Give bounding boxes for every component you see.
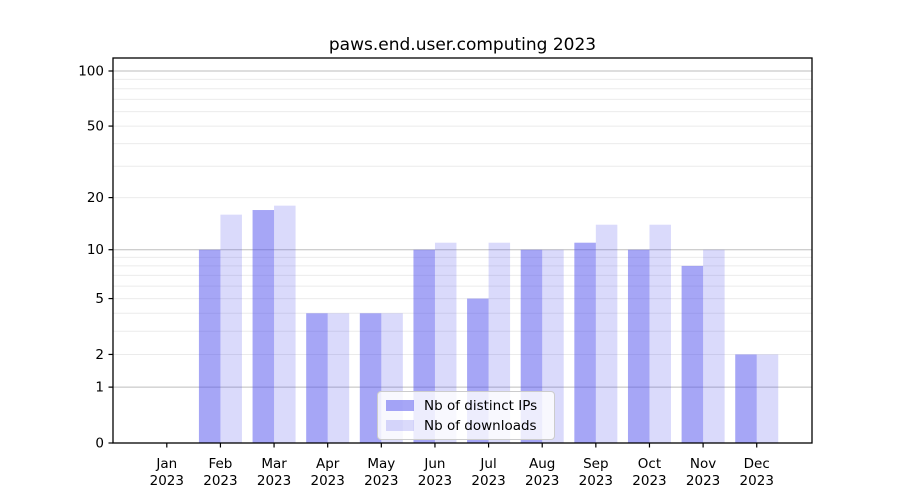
plot-border (112, 57, 813, 444)
bar-downloads (649, 224, 671, 443)
bar-distinct-ips (306, 313, 328, 443)
x-tick-label: Apr (316, 456, 340, 472)
legend-item: Nb of downloads (386, 417, 546, 434)
legend-item: Nb of distinct IPs (386, 397, 546, 414)
legend-swatch-downloads (386, 420, 414, 431)
x-tick-label: Mar (261, 456, 287, 472)
x-tick-label-year: 2023 (311, 473, 345, 489)
y-tick-label: 20 (87, 190, 104, 206)
legend: Nb of distinct IPs Nb of downloads (377, 391, 555, 440)
bar-downloads (595, 224, 618, 443)
y-tick-label: 1 (95, 380, 104, 396)
y-tick-label: 100 (78, 63, 104, 79)
bar-distinct-ips (198, 249, 221, 443)
x-tick-label: Aug (529, 456, 555, 472)
bar-downloads (274, 205, 296, 443)
x-tick-label-year: 2023 (471, 473, 505, 489)
bar-distinct-ips (627, 249, 650, 443)
x-tick-label: Jul (479, 456, 496, 472)
y-tick-label: 5 (95, 291, 104, 307)
x-tick-label-year: 2023 (740, 473, 774, 489)
bar-distinct-ips (359, 313, 382, 443)
y-tick-label: 10 (87, 242, 104, 258)
bar-downloads (220, 214, 242, 443)
bar-distinct-ips (681, 265, 704, 443)
legend-label: Nb of downloads (424, 417, 537, 434)
bar-downloads (327, 313, 350, 443)
x-tick-label: Jun (423, 456, 445, 472)
bar-distinct-ips (735, 354, 757, 443)
x-tick-label: Jan (155, 456, 177, 472)
x-tick-label: Oct (638, 456, 661, 472)
x-tick-label: May (367, 456, 395, 472)
chart-title: paws.end.user.computing 2023 (328, 35, 597, 55)
bar-downloads (756, 354, 779, 443)
y-tick-label: 50 (87, 119, 104, 135)
x-tick-label-year: 2023 (364, 473, 398, 489)
x-tick-label-year: 2023 (525, 473, 559, 489)
x-tick-label-year: 2023 (203, 473, 237, 489)
x-tick-label: Nov (690, 456, 716, 472)
x-tick-label: Feb (208, 456, 232, 472)
x-tick-label: Dec (744, 456, 770, 472)
y-tick-label: 2 (95, 347, 104, 363)
bar-downloads (703, 249, 725, 443)
x-tick-label-year: 2023 (632, 473, 666, 489)
x-tick-label: Sep (583, 456, 608, 472)
y-tick-label: 0 (95, 436, 104, 452)
legend-label: Nb of distinct IPs (424, 397, 538, 414)
bar-distinct-ips (574, 242, 596, 443)
bar-distinct-ips (252, 210, 275, 443)
x-tick-label-year: 2023 (686, 473, 720, 489)
x-tick-label-year: 2023 (257, 473, 291, 489)
x-tick-label-year: 2023 (579, 473, 613, 489)
x-tick-label-year: 2023 (418, 473, 452, 489)
x-tick-label-year: 2023 (150, 473, 184, 489)
legend-swatch-distinct-ips (386, 400, 414, 411)
